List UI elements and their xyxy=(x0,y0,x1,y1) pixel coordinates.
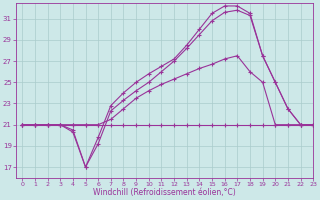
X-axis label: Windchill (Refroidissement éolien,°C): Windchill (Refroidissement éolien,°C) xyxy=(93,188,236,197)
